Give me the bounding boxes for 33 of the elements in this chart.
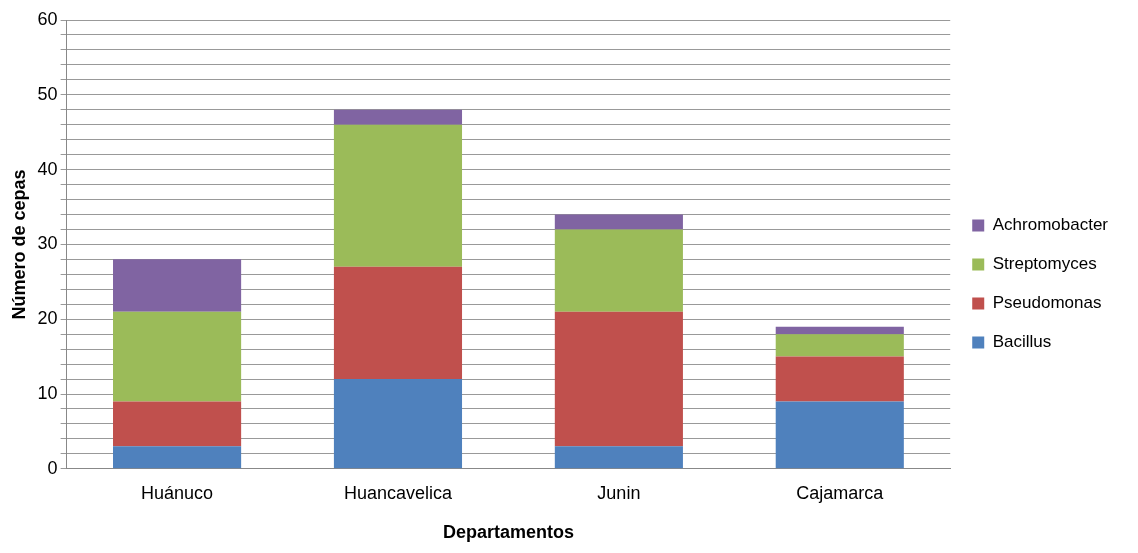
bar	[333, 379, 463, 469]
x-tick-label: Junin	[597, 482, 641, 503]
y-tick-label: 50	[37, 83, 58, 104]
bar	[775, 356, 904, 402]
bar	[113, 446, 242, 469]
y-tick-label: 20	[37, 308, 58, 329]
bar	[113, 401, 242, 447]
bar	[333, 124, 463, 267]
legend-label: Bacillus	[992, 332, 1052, 352]
bar	[775, 401, 904, 469]
bar	[554, 214, 683, 230]
legend-label: Pseudomonas	[992, 293, 1102, 313]
bar	[554, 446, 683, 469]
bar	[554, 311, 683, 447]
y-tick-label: 40	[37, 158, 58, 179]
bar	[775, 334, 904, 357]
legend-label: Streptomyces	[992, 254, 1097, 274]
bar	[113, 259, 242, 312]
bar	[113, 311, 242, 402]
y-tick-label: 30	[37, 233, 58, 254]
bar	[333, 109, 463, 125]
x-tick-label: Huancavelica	[343, 482, 453, 503]
y-tick-label: 0	[47, 457, 58, 478]
x-tick-label: Cajamarca	[796, 482, 885, 503]
y-tick-label: 60	[37, 8, 58, 29]
x-axis-title: Departamentos	[442, 522, 574, 543]
bar	[775, 326, 904, 335]
legend-label: Achromobacter	[992, 215, 1109, 235]
bar	[333, 266, 463, 380]
x-tick-label: Huánuco	[141, 482, 214, 503]
bar	[554, 229, 683, 312]
y-tick-label: 10	[37, 382, 58, 403]
y-axis-title: Número de cepas	[8, 169, 29, 320]
